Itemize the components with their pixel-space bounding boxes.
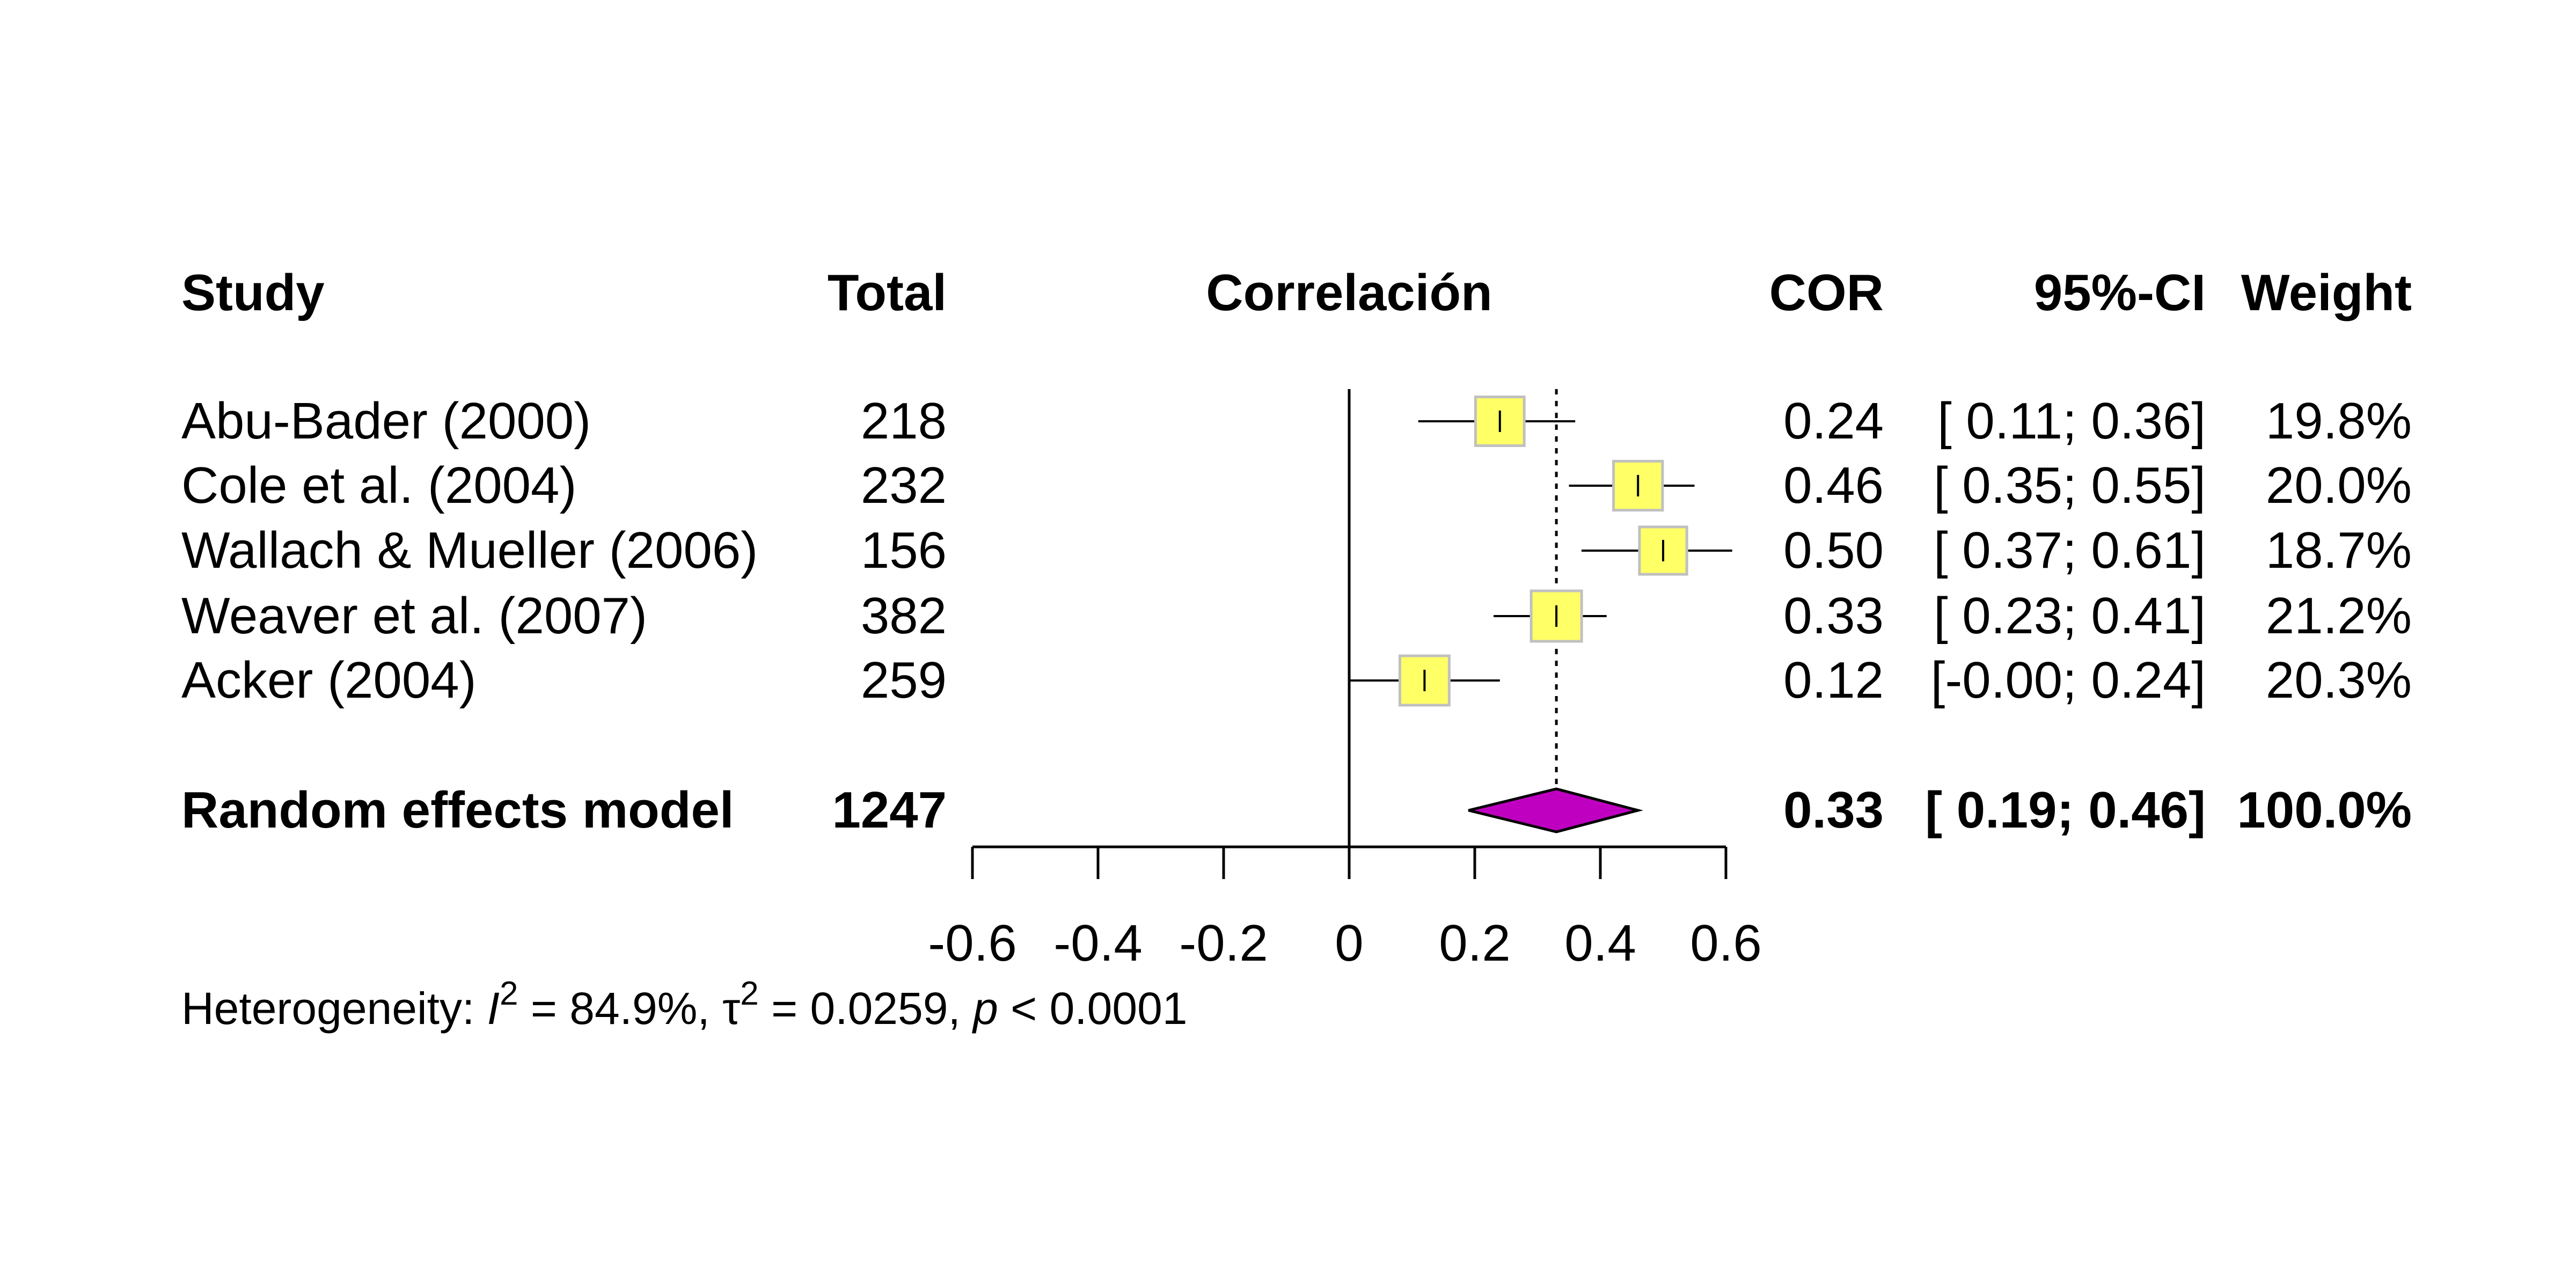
study-cor: 0.50 <box>1783 522 1884 579</box>
study-total: 382 <box>861 587 947 645</box>
header-effect: Correlación <box>1206 264 1492 321</box>
study-name: Weaver et al. (2007) <box>181 587 647 645</box>
header-ci: 95%-CI <box>2034 264 2206 321</box>
study-ci: [-0.00; 0.24] <box>1931 652 2206 709</box>
x-tick-label: -0.2 <box>1179 914 1268 972</box>
p-value: 0.0001 <box>1050 983 1188 1034</box>
study-weight: 21.2% <box>2266 587 2412 645</box>
x-tick-label: 0.4 <box>1564 914 1636 972</box>
sep-1: , <box>697 983 722 1034</box>
heterogeneity-prefix: Heterogeneity: <box>181 983 487 1034</box>
study-cor: 0.33 <box>1783 587 1884 645</box>
x-tick-label: 0.2 <box>1439 914 1510 972</box>
i2-superscript: 2 <box>500 975 518 1012</box>
heterogeneity-text: Heterogeneity: I2 = 84.9%, τ2 = 0.0259, … <box>181 975 1188 1034</box>
study-name: Cole et al. (2004) <box>181 457 576 514</box>
x-tick-label: 0 <box>1335 914 1363 972</box>
pooled-diamond <box>1468 787 1644 833</box>
study-total: 218 <box>861 392 947 450</box>
study-ci: [ 0.23; 0.41] <box>1934 587 2206 645</box>
study-rows: Abu-Bader (2000) 218 0.24 [ 0.11; 0.36] 19.8… <box>181 392 2412 839</box>
sep-2: , <box>948 983 973 1034</box>
study-total: 259 <box>861 652 947 709</box>
pooled-weight: 100.0% <box>2237 781 2412 839</box>
pooled-cor: 0.33 <box>1783 781 1884 839</box>
study-weight: 18.7% <box>2266 522 2412 579</box>
study-ci: [ 0.35; 0.55] <box>1934 457 2206 514</box>
i2-symbol: I <box>487 983 500 1034</box>
study-cor: 0.24 <box>1783 392 1884 450</box>
pooled-total: 1247 <box>832 781 947 839</box>
study-ci: [ 0.37; 0.61] <box>1934 522 2206 579</box>
study-ci: [ 0.11; 0.36] <box>1937 392 2206 450</box>
header-estimate: COR <box>1769 264 1884 321</box>
tau-equals: = <box>759 983 810 1034</box>
x-axis: -0.6 -0.4 -0.2 0 0.2 0.4 0.6 <box>928 845 1762 972</box>
header-total: Total <box>828 264 947 321</box>
x-tick-label: 0.6 <box>1690 914 1761 972</box>
study-total: 232 <box>861 457 947 514</box>
study-cor: 0.12 <box>1783 652 1884 709</box>
p-less: < <box>998 983 1050 1034</box>
study-total: 156 <box>861 522 947 579</box>
tau2-value: 0.0259 <box>810 983 948 1034</box>
tau-superscript: 2 <box>740 975 758 1012</box>
study-weight: 19.8% <box>2266 392 2412 450</box>
x-tick-label: -0.6 <box>928 914 1016 972</box>
plot-marks <box>1348 389 1732 847</box>
study-cor: 0.46 <box>1783 457 1884 514</box>
x-tick-label: -0.4 <box>1053 914 1142 972</box>
study-weight: 20.0% <box>2266 457 2412 514</box>
study-weight: 20.3% <box>2266 652 2412 709</box>
tau-symbol: τ <box>722 983 740 1034</box>
header-study: Study <box>181 264 325 321</box>
header-weight: Weight <box>2241 264 2412 321</box>
i2-value: 84.9% <box>569 983 697 1034</box>
study-name: Wallach & Mueller (2006) <box>181 522 758 579</box>
p-symbol: p <box>971 983 998 1034</box>
study-name: Abu-Bader (2000) <box>181 392 591 450</box>
i2-equals: = <box>518 983 570 1034</box>
pooled-ci: [ 0.19; 0.46] <box>1925 781 2206 839</box>
study-name: Acker (2004) <box>181 652 477 709</box>
pooled-name: Random effects model <box>181 781 734 839</box>
